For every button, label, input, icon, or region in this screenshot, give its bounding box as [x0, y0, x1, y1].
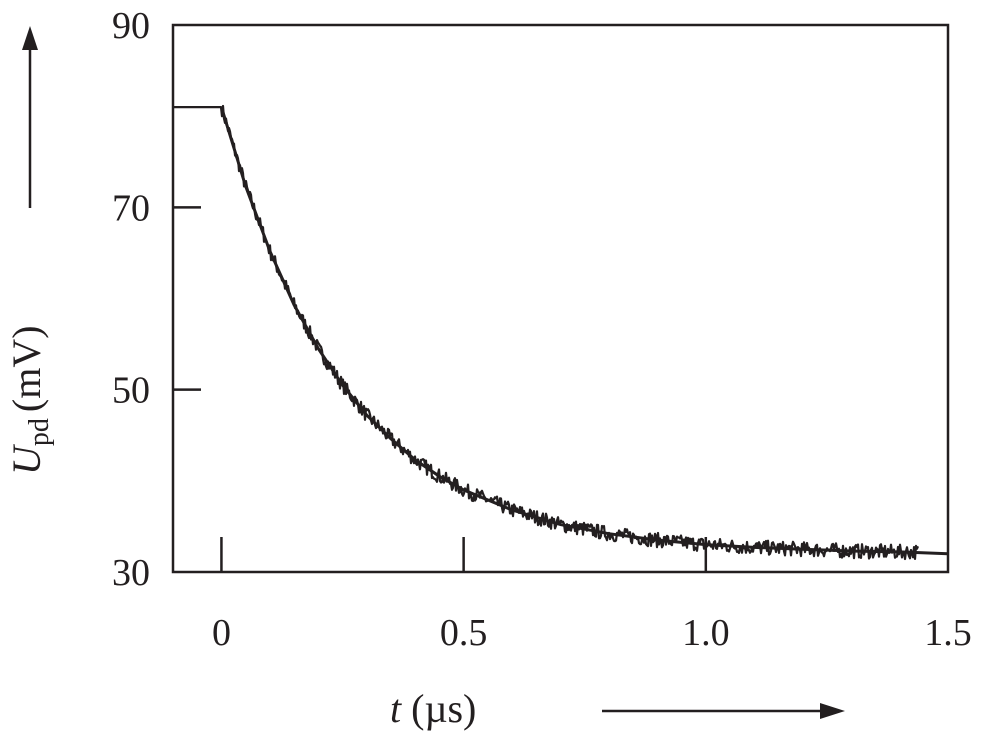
y-tick-label: 90 [112, 5, 150, 47]
y-axis-label: Upd (mV) [4, 325, 55, 475]
x-tick-label: 1.5 [924, 612, 972, 654]
x-axis-variable: t [390, 686, 402, 731]
plot-frame [171, 23, 950, 574]
x-tick-label: 0 [212, 612, 231, 654]
y-tick-label: 50 [112, 370, 150, 412]
x-axis-label: t (µs) [390, 686, 476, 731]
y-axis-arrow [22, 26, 38, 208]
y-axis-subscript: pd [24, 418, 55, 446]
x-tick-label: 1.0 [682, 612, 730, 654]
y-axis-unit: (mV) [4, 325, 49, 412]
y-tick-label: 70 [112, 187, 150, 229]
x-tick-label: 0.5 [440, 612, 488, 654]
x-axis-unit: (µs) [411, 686, 476, 731]
measured-trace [172, 104, 920, 561]
y-axis-variable: U [4, 443, 49, 475]
fit-curve [219, 106, 949, 556]
y-tick-label: 30 [112, 552, 150, 594]
x-axis-arrow [602, 703, 845, 719]
